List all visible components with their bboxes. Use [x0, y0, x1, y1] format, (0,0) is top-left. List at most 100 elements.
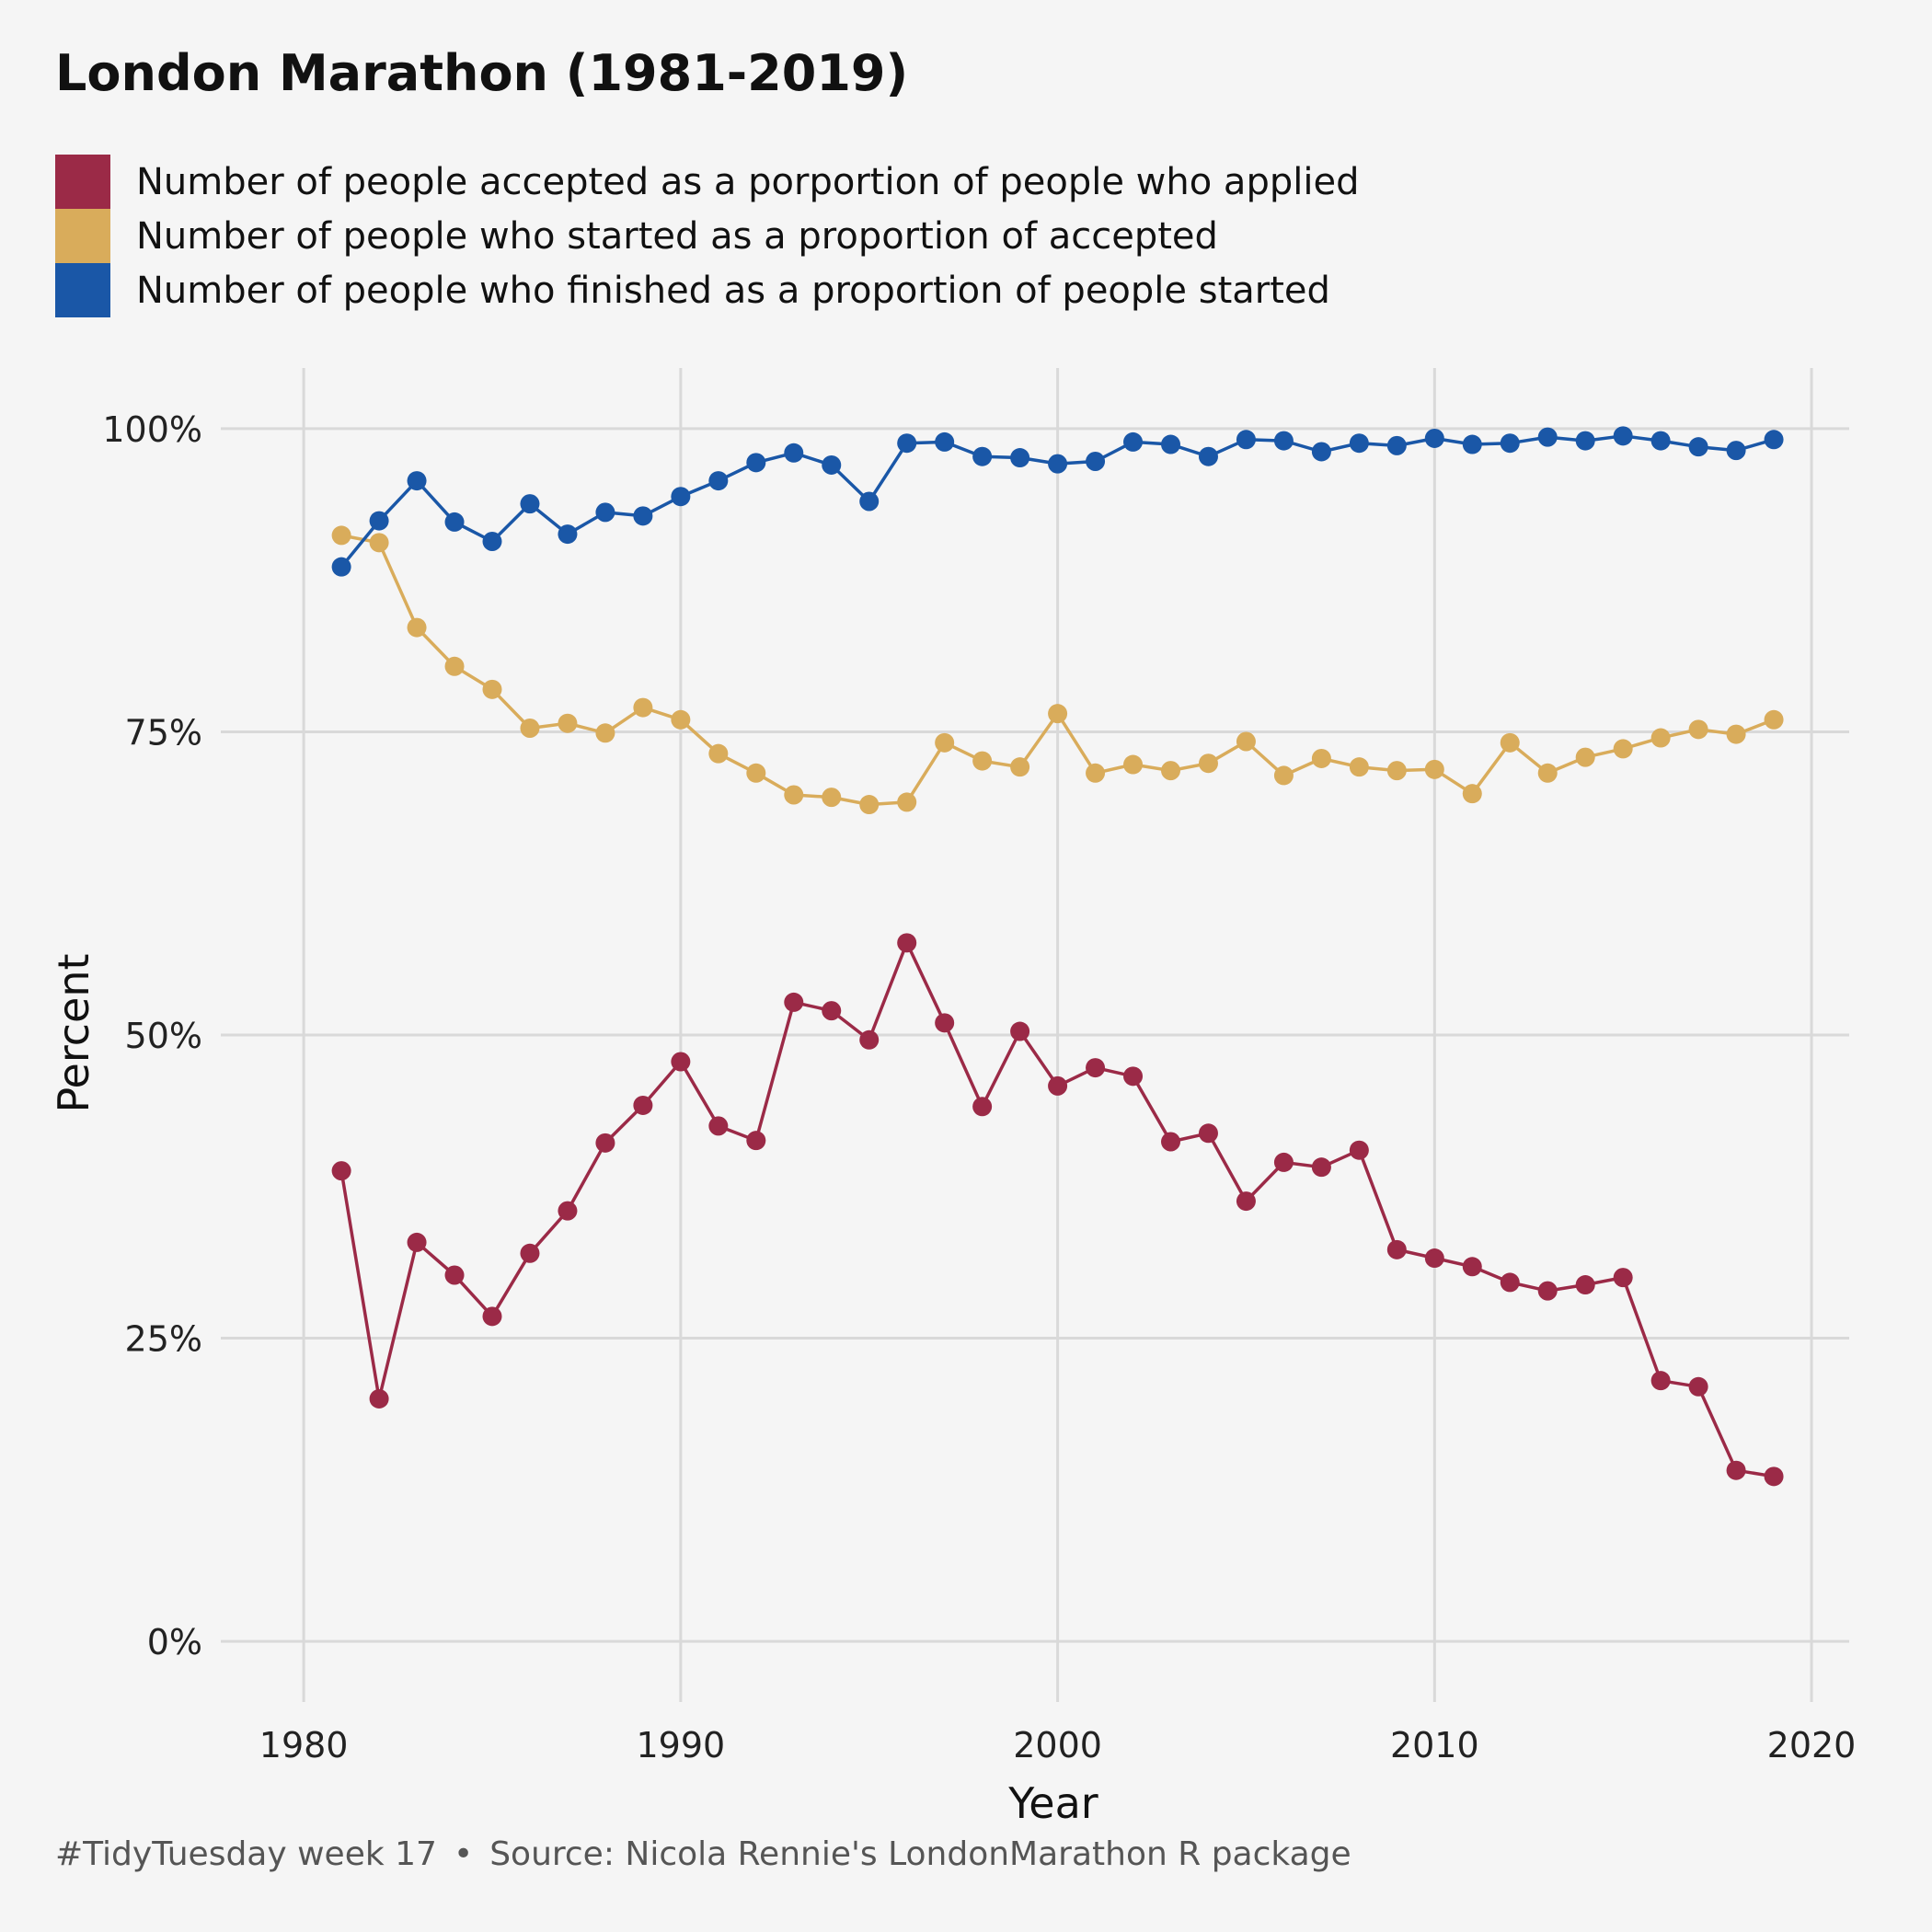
data-point-finished: [1236, 430, 1256, 450]
legend-swatch-finished: [55, 263, 110, 317]
chart-title: London Marathon (1981-2019): [55, 44, 909, 102]
grid-lines: [221, 368, 1849, 1702]
data-point-finished: [935, 431, 955, 452]
data-point-started: [1537, 763, 1558, 783]
data-point-finished: [784, 443, 804, 463]
data-point-accepted: [1010, 1021, 1030, 1041]
data-point-finished: [482, 532, 502, 551]
data-point-started: [1726, 724, 1746, 744]
y-tick-label: 50%: [125, 1016, 202, 1056]
data-point-finished: [859, 491, 880, 512]
data-point-started: [1123, 754, 1144, 775]
data-point-accepted: [1086, 1058, 1106, 1078]
data-point-started: [746, 763, 766, 783]
legend-swatch-accepted: [55, 155, 110, 209]
data-point-accepted: [784, 992, 804, 1012]
data-point-started: [1198, 753, 1218, 774]
data-point-started: [1311, 748, 1331, 768]
data-point-finished: [822, 454, 842, 475]
caption-source: Source: Nicola Rennie's LondonMarathon R…: [489, 1835, 1351, 1873]
data-point-accepted: [671, 1052, 691, 1072]
data-point-started: [369, 533, 389, 553]
data-point-finished: [1086, 452, 1106, 471]
data-point-accepted: [822, 1001, 842, 1021]
data-point-started: [1010, 757, 1030, 777]
data-point-accepted: [1462, 1257, 1482, 1277]
y-tick-label: 0%: [147, 1622, 202, 1662]
data-point-started: [1086, 763, 1106, 783]
data-point-finished: [1349, 433, 1369, 454]
data-point-accepted: [1048, 1075, 1068, 1096]
data-point-finished: [1537, 427, 1558, 447]
data-point-finished: [1726, 441, 1746, 461]
data-point-started: [1424, 759, 1444, 779]
data-point-accepted: [407, 1232, 427, 1252]
data-point-started: [1161, 761, 1180, 781]
data-point-finished: [1688, 437, 1708, 457]
data-point-finished: [407, 471, 427, 491]
data-point-accepted: [1424, 1248, 1444, 1269]
y-tick-label: 75%: [125, 712, 202, 753]
legend-swatch-started: [55, 209, 110, 263]
data-point-accepted: [558, 1201, 578, 1221]
data-point-accepted: [1161, 1132, 1180, 1152]
data-point-accepted: [1123, 1066, 1144, 1087]
data-point-started: [784, 785, 804, 805]
data-point-accepted: [1537, 1281, 1558, 1301]
data-point-started: [633, 697, 653, 718]
data-point-finished: [897, 433, 917, 454]
data-point-started: [1650, 728, 1671, 748]
data-point-accepted: [595, 1133, 615, 1153]
data-point-accepted: [1764, 1466, 1784, 1487]
data-point-finished: [331, 557, 351, 577]
data-point-accepted: [1311, 1157, 1331, 1178]
legend-label-finished: Number of people who finished as a propo…: [136, 269, 1330, 312]
legend-label-started: Number of people who started as a propor…: [136, 214, 1218, 258]
data-point-started: [822, 788, 842, 808]
x-tick-label: 2010: [1390, 1725, 1479, 1765]
data-point-started: [1048, 704, 1068, 724]
data-point-accepted: [369, 1388, 389, 1409]
data-point-started: [1613, 739, 1633, 759]
data-point-started: [1688, 719, 1708, 740]
caption: #TidyTuesday week 17 • Source: Nicola Renn…: [55, 1835, 1351, 1873]
data-point-finished: [633, 506, 653, 526]
data-point-accepted: [482, 1306, 502, 1327]
data-point-finished: [1161, 434, 1180, 454]
data-point-started: [1236, 731, 1256, 752]
data-point-finished: [1198, 446, 1218, 466]
data-point-started: [1349, 757, 1369, 777]
legend-item-accepted: Number of people accepted as a porportio…: [55, 155, 1359, 209]
data-point-started: [897, 792, 917, 812]
data-point-finished: [1386, 435, 1407, 455]
data-point-finished: [1650, 431, 1671, 451]
x-axis-title: Year: [1007, 1778, 1098, 1828]
data-point-finished: [1575, 431, 1595, 451]
data-point-accepted: [331, 1161, 351, 1181]
data-point-started: [972, 751, 993, 771]
y-tick-label: 25%: [125, 1319, 202, 1360]
legend-label-accepted: Number of people accepted as a porportio…: [136, 160, 1360, 203]
data-point-started: [444, 656, 465, 676]
legend: Number of people accepted as a porportio…: [55, 155, 1359, 317]
data-point-finished: [1273, 431, 1294, 451]
data-point-started: [331, 525, 351, 546]
data-point-finished: [1311, 442, 1331, 462]
data-point-finished: [369, 511, 389, 531]
data-point-accepted: [1613, 1268, 1633, 1288]
data-point-finished: [972, 446, 993, 466]
data-point-started: [671, 709, 691, 730]
data-point-finished: [444, 512, 465, 532]
data-point-accepted: [444, 1265, 465, 1285]
axis-labels: 1980 1990 2000 2010 2020 0% 25% 50% 75% 100% Year P…: [49, 409, 1856, 1828]
data-point-accepted: [1575, 1275, 1595, 1295]
data-point-accepted: [1349, 1140, 1369, 1160]
data-point-finished: [1613, 426, 1633, 446]
data-point-finished: [520, 494, 540, 514]
data-point-finished: [1123, 431, 1144, 452]
data-point-finished: [1424, 428, 1444, 448]
data-point-accepted: [972, 1097, 993, 1117]
data-point-finished: [708, 471, 729, 491]
data-point-started: [520, 719, 540, 738]
